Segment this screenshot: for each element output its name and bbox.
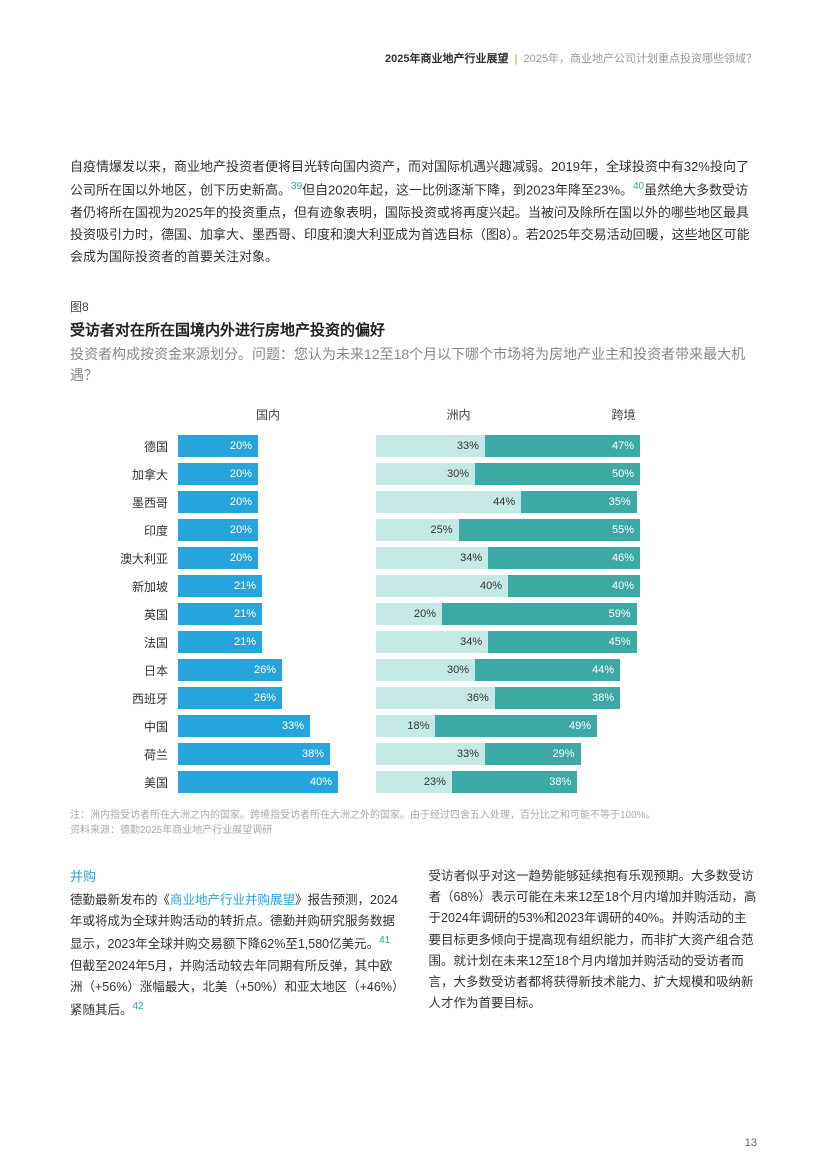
figure-8: 图8 受访者对在所在国境内外进行房地产投资的偏好 投资者构成按资金来源划分。问题… [70, 298, 757, 838]
continental-bar: 40% [376, 575, 508, 597]
domestic-bar: 20% [178, 463, 258, 485]
crossborder-bar: 38% [452, 771, 577, 793]
figure-note-2: 资料来源：德勤2025年商业地产行业展望调研 [70, 823, 757, 838]
domestic-bar: 20% [178, 547, 258, 569]
crossborder-bar: 55% [459, 519, 641, 541]
left-column: 并购 德勤最新发布的《商业地产行业并购展望》报告预测，2024年或将成为全球并购… [70, 866, 399, 1022]
header-title: 2025年商业地产行业展望 [385, 53, 508, 65]
continental-bar: 36% [376, 687, 495, 709]
continental-bar: 30% [376, 463, 475, 485]
chart-row: 西班牙26% 36%38% [100, 685, 757, 712]
intro-paragraph: 自疫情爆发以来，商业地产投资者便将目光转向国内资产，而对国际机遇兴趣减弱。201… [70, 156, 757, 268]
domestic-bar: 40% [178, 771, 338, 793]
crossborder-bar: 45% [488, 631, 637, 653]
row-label: 日本 [100, 662, 178, 679]
domestic-bar: 33% [178, 715, 310, 737]
crossborder-bar: 49% [435, 715, 597, 737]
row-label: 印度 [100, 522, 178, 539]
left-col-text-c: 但截至2024年5月，并购活动较去年同期有所反弹，其中欧洲（+56%）涨幅最大，… [70, 959, 398, 1018]
left-col-text-a: 德勤最新发布的《 [70, 893, 170, 907]
figure-subtitle: 投资者构成按资金来源划分。问题：您认为未来12至18个月以下哪个市场将为房地产业… [70, 344, 757, 386]
domestic-bar: 20% [178, 491, 258, 513]
header-crossborder: 跨境 [541, 406, 706, 423]
right-col-text: 受访者似乎对这一趋势能够延续抱有乐观预期。大多数受访者（68%）表示可能在未来1… [429, 869, 757, 1011]
crossborder-bar: 40% [508, 575, 640, 597]
crossborder-bar: 59% [442, 603, 637, 625]
chart-row: 日本26% 30%44% [100, 657, 757, 684]
continental-bar: 30% [376, 659, 475, 681]
chart-row: 中国33% 18%49% [100, 713, 757, 740]
domestic-bar: 26% [178, 659, 282, 681]
figure-note-1: 注：洲内指受访者所在大洲之内的国家。跨境指受访者所在大洲之外的国家。由于经过四舍… [70, 808, 757, 823]
continental-bar: 23% [376, 771, 452, 793]
crossborder-bar: 38% [495, 687, 620, 709]
chart-row: 英国21% 20%59% [100, 601, 757, 628]
row-label: 美国 [100, 774, 178, 791]
report-link[interactable]: 商业地产行业并购展望 [170, 893, 295, 907]
bar-chart: 国内 洲内 跨境 德国20%33%47%加拿大20%30%50%墨西哥20%44… [100, 406, 757, 796]
crossborder-bar: 35% [521, 491, 637, 513]
chart-column-headers: 国内 洲内 跨境 [100, 406, 757, 423]
row-label: 新加坡 [100, 578, 178, 595]
row-label: 英国 [100, 606, 178, 623]
continental-bar: 33% [376, 743, 485, 765]
header-continental: 洲内 [376, 406, 541, 423]
row-label: 法国 [100, 634, 178, 651]
chart-row: 新加坡21% 40%40% [100, 573, 757, 600]
domestic-bar: 20% [178, 435, 258, 457]
two-column-body: 并购 德勤最新发布的《商业地产行业并购展望》报告预测，2024年或将成为全球并购… [70, 866, 757, 1022]
continental-bar: 34% [376, 631, 488, 653]
domestic-bar: 21% [178, 631, 262, 653]
domestic-bar: 38% [178, 743, 330, 765]
chart-row: 印度20% 25%55% [100, 517, 757, 544]
row-label: 加拿大 [100, 466, 178, 483]
footnote-ref-41: 41 [379, 935, 390, 946]
page-header: 2025年商业地产行业展望 | 2025年，商业地产公司计划重点投资哪些领域？ [70, 50, 757, 66]
row-label: 墨西哥 [100, 494, 178, 511]
domestic-bar: 20% [178, 519, 258, 541]
header-domestic: 国内 [178, 406, 358, 423]
right-column: 受访者似乎对这一趋势能够延续抱有乐观预期。大多数受访者（68%）表示可能在未来1… [429, 866, 758, 1022]
row-label: 西班牙 [100, 690, 178, 707]
row-label: 荷兰 [100, 746, 178, 763]
chart-row: 澳大利亚20% 34%46% [100, 545, 757, 572]
footnote-ref-42: 42 [133, 1001, 144, 1012]
continental-bar: 33% [376, 435, 485, 457]
crossborder-bar: 46% [488, 547, 640, 569]
continental-bar: 44% [376, 491, 521, 513]
figure-title: 受访者对在所在国境内外进行房地产投资的偏好 [70, 319, 757, 340]
chart-row: 荷兰38% 33%29% [100, 741, 757, 768]
section-subhead: 并购 [70, 866, 399, 888]
header-subtitle: 2025年，商业地产公司计划重点投资哪些领域？ [524, 53, 757, 65]
domestic-bar: 21% [178, 575, 262, 597]
footnote-ref-40: 40 [633, 181, 644, 192]
intro-text-2: 但自2020年起，这一比例逐渐下降，到2023年降至23%。 [302, 182, 633, 197]
chart-row: 美国40% 23%38% [100, 769, 757, 796]
row-label: 德国 [100, 438, 178, 455]
crossborder-bar: 44% [475, 659, 620, 681]
header-separator: | [515, 53, 518, 65]
continental-bar: 25% [376, 519, 459, 541]
row-label: 澳大利亚 [100, 550, 178, 567]
chart-row: 墨西哥20% 44%35% [100, 489, 757, 516]
continental-bar: 18% [376, 715, 435, 737]
row-label: 中国 [100, 718, 178, 735]
domestic-bar: 26% [178, 687, 282, 709]
crossborder-bar: 29% [485, 743, 581, 765]
figure-notes: 注：洲内指受访者所在大洲之内的国家。跨境指受访者所在大洲之外的国家。由于经过四舍… [70, 808, 757, 838]
chart-row: 法国21% 34%45% [100, 629, 757, 656]
continental-bar: 34% [376, 547, 488, 569]
crossborder-bar: 47% [485, 435, 640, 457]
page-number: 13 [745, 1137, 757, 1149]
domestic-bar: 21% [178, 603, 262, 625]
figure-label: 图8 [70, 298, 757, 315]
crossborder-bar: 50% [475, 463, 640, 485]
footnote-ref-39: 39 [291, 181, 302, 192]
continental-bar: 20% [376, 603, 442, 625]
chart-row: 加拿大20% 30%50% [100, 461, 757, 488]
chart-row: 德国20% 33%47% [100, 433, 757, 460]
